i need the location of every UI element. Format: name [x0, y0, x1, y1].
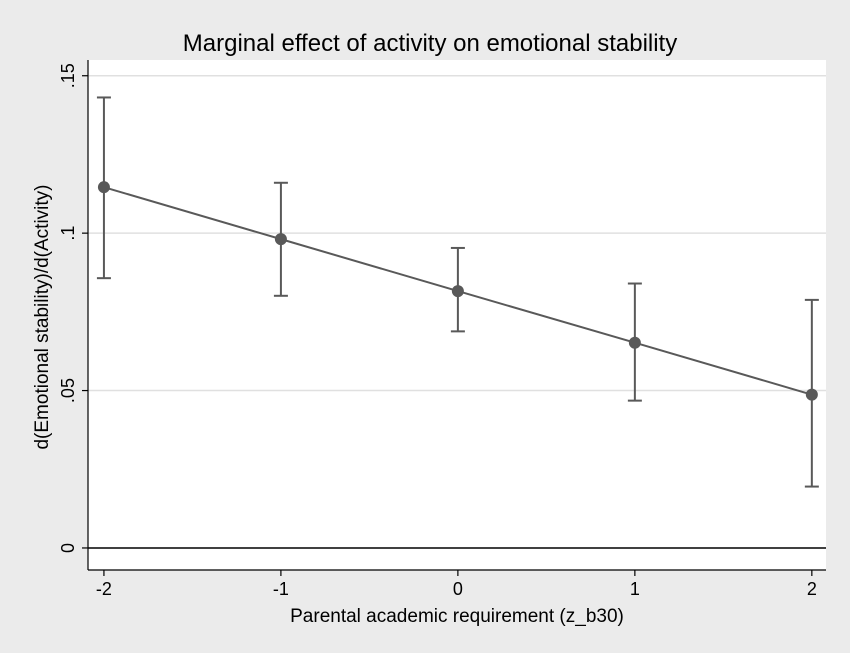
x-tick-label: -1: [273, 579, 289, 599]
data-point: [805, 388, 818, 401]
data-point: [451, 285, 464, 298]
x-tick-label: 0: [453, 579, 463, 599]
y-axis-label: d(Emotional stability)/d(Activity): [32, 184, 53, 449]
y-tick-label: .15: [58, 63, 78, 88]
y-tick-label: 0: [58, 543, 78, 553]
y-tick-label: .05: [58, 378, 78, 403]
y-tick-label: .1: [58, 226, 78, 241]
data-point: [97, 181, 110, 194]
data-point: [628, 336, 641, 349]
x-axis-label: Parental academic requirement (z_b30): [290, 606, 624, 627]
x-tick-label: 2: [807, 579, 817, 599]
x-tick-label: 1: [630, 579, 640, 599]
data-point: [274, 233, 287, 246]
x-tick-label: -2: [96, 579, 112, 599]
chart-title: Marginal effect of activity on emotional…: [183, 30, 677, 57]
